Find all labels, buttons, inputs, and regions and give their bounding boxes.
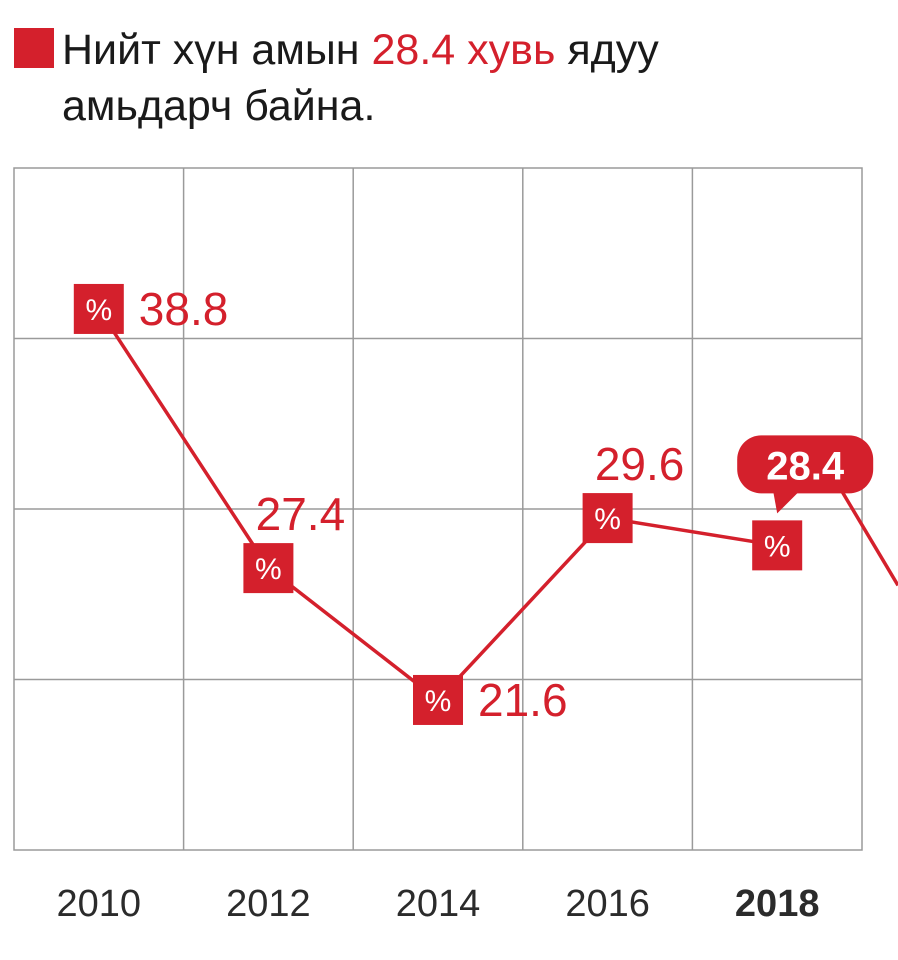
data-point-percent-icon: % [85, 294, 112, 327]
data-point-marker [73, 283, 124, 334]
data-point-percent-icon: % [594, 503, 621, 536]
title-line-2: амьдарч байна. [62, 82, 376, 130]
chart-series: % 38.8% 27.4% 21.6% 29.6% 28.4 [73, 283, 898, 726]
data-point-percent-icon: % [255, 553, 282, 586]
title-text-pre: Нийт хүн амын [62, 26, 372, 74]
data-point-marker [413, 674, 463, 725]
chart-title: Нийт хүн амын 28.4 хувь ядуу амьдарч бай… [14, 22, 884, 134]
x-tick-label: 2010 [57, 883, 142, 925]
callout-pointer [773, 491, 800, 514]
data-point-marker [582, 493, 633, 544]
data-label: 21.6 [478, 674, 568, 726]
title-text-post: ядуу [555, 26, 659, 74]
x-tick-label: 2014 [396, 883, 481, 925]
data-label: 29.6 [595, 438, 685, 490]
data-label: 27.4 [256, 488, 346, 540]
series-line [97, 307, 778, 702]
data-point-percent-icon: % [425, 685, 452, 718]
data-label-callout: 28.4 [766, 444, 845, 488]
callout-bubble [737, 435, 874, 494]
x-tick-label: 2012 [226, 883, 311, 925]
x-tick-label: 2018 [735, 883, 820, 925]
title-bullet-icon [14, 28, 54, 68]
series-line-continuation [835, 482, 898, 587]
title-highlight: 28.4 хувь [371, 26, 556, 74]
x-axis: 2010 2012 2014 2016 2018 [57, 883, 820, 925]
x-tick-label: 2016 [565, 883, 650, 925]
data-point-marker [752, 520, 803, 571]
data-point-marker [243, 543, 294, 594]
chart-grid [13, 167, 863, 851]
data-point-percent-icon: % [764, 530, 791, 563]
data-label: 38.8 [139, 283, 229, 335]
